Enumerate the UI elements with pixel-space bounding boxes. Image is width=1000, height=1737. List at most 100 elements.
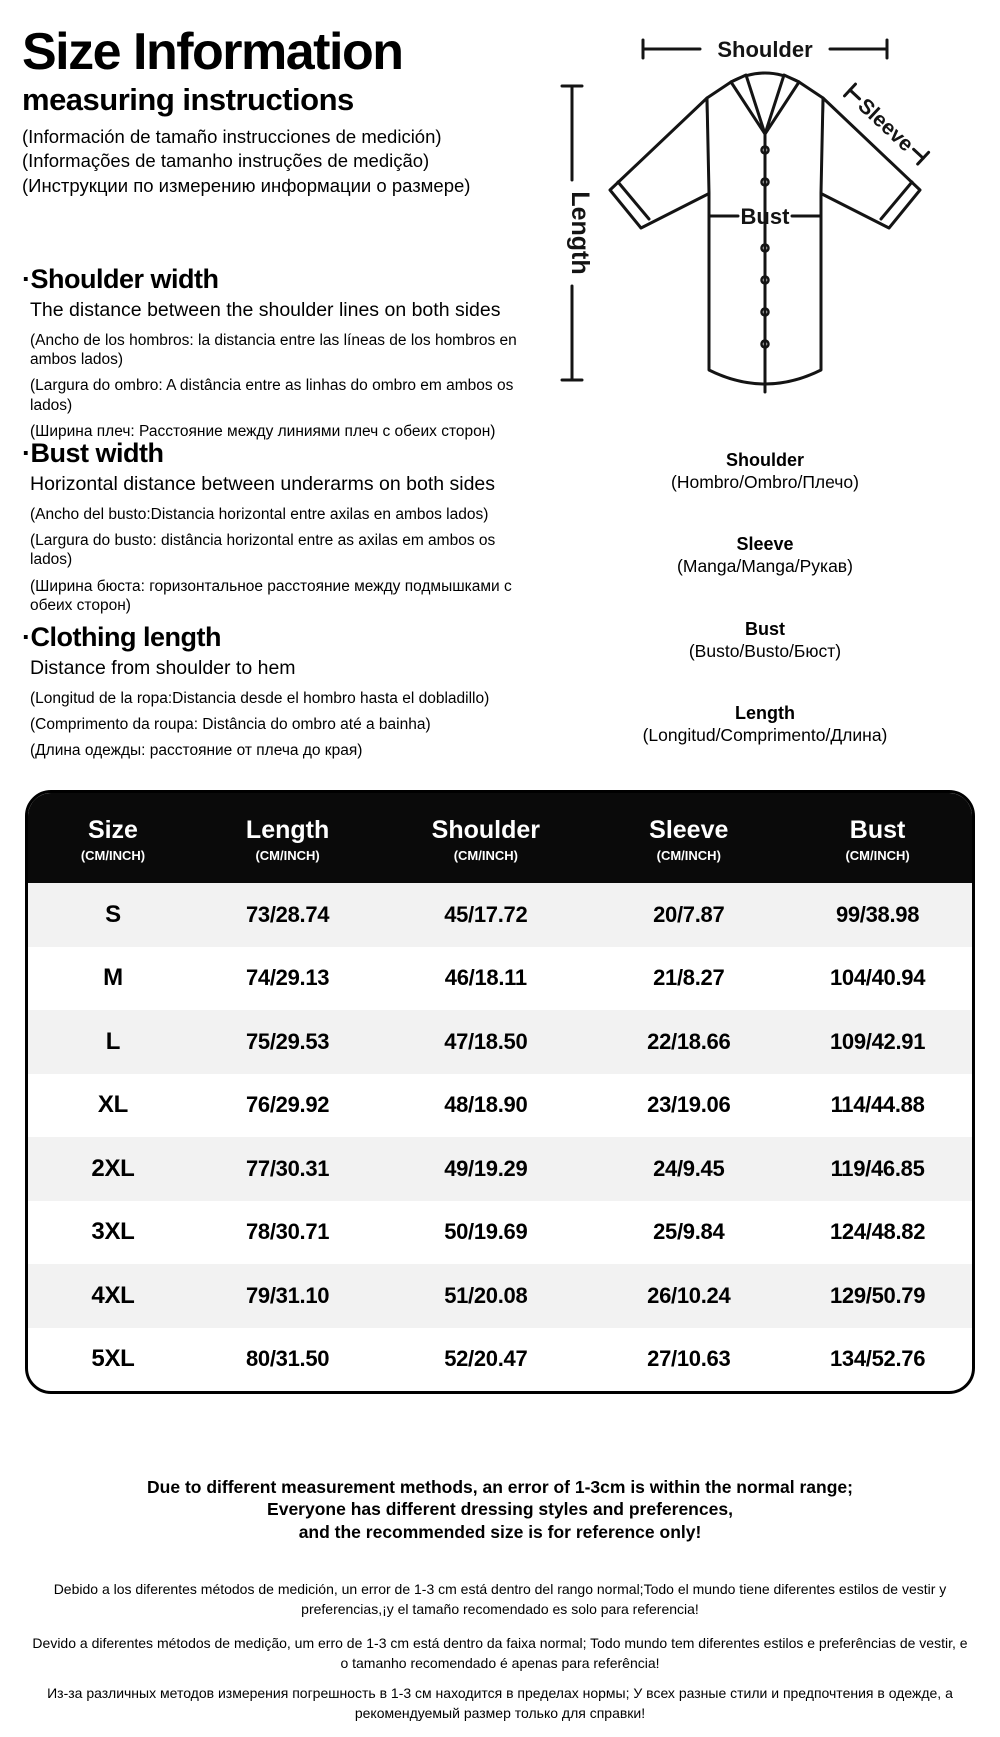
section-shoulder-width: ·Shoulder width The distance between the… <box>22 264 530 448</box>
length-measure-line: Length <box>560 84 594 382</box>
cell-shoulder: 48/18.90 <box>444 1092 528 1118</box>
cell-size: L <box>105 1027 121 1055</box>
size-table-header: Size (CM/INCH) Length (CM/INCH) Shoulder… <box>28 793 972 883</box>
cell-shoulder: 50/19.69 <box>444 1219 528 1245</box>
cell-size: 4XL <box>91 1281 135 1309</box>
section-description: Horizontal distance between underarms on… <box>30 473 496 495</box>
cell-shoulder: 45/17.72 <box>444 901 528 927</box>
column-header-size: Size (CM/INCH) <box>80 815 146 863</box>
legend-translation: (Busto/Busto/Бюст) <box>688 640 842 661</box>
cell-bust: 129/50.79 <box>829 1282 926 1308</box>
intro-block: Size Information measuring instructions … <box>22 23 527 198</box>
cell-length: 75/29.53 <box>245 1028 330 1054</box>
legend-term: Sleeve <box>736 534 794 555</box>
disclaimer-en-line1: Due to different measurement methods, an… <box>147 1477 853 1497</box>
column-header-length: Length (CM/INCH) <box>245 815 330 863</box>
shoulder-measure-line: Shoulder <box>641 37 889 62</box>
cell-sleeve: 24/9.45 <box>653 1155 725 1181</box>
cell-shoulder: 52/20.47 <box>444 1346 528 1372</box>
disclaimer-spanish: Debido a los diferentes métodos de medic… <box>53 1581 947 1617</box>
column-header-sleeve: Sleeve (CM/INCH) <box>649 815 729 863</box>
cell-bust: 119/46.85 <box>830 1155 925 1181</box>
cell-shoulder: 51/20.08 <box>444 1282 528 1308</box>
translation-es: (Ancho del busto:Distancia horizontal en… <box>30 506 489 523</box>
table-row-s: S 73/28.74 45/17.72 20/7.87 99/38.98 <box>28 883 972 947</box>
subtitle-translation-es: (Información de tamaño instrucciones de … <box>22 126 442 148</box>
disclaimer-english: Due to different measurement methods, an… <box>0 1476 1000 1543</box>
legend-item-bust: Bust (Busto/Busto/Бюст) <box>540 619 990 662</box>
cell-sleeve: 20/7.87 <box>653 901 725 927</box>
column-header-bust: Bust (CM/INCH) <box>845 815 910 863</box>
shirt-measurement-diagram: Shoulder <box>540 28 990 788</box>
translation-pt: (Comprimento da roupa: Distância do ombr… <box>30 716 431 734</box>
translation-pt: (Largura do busto: distância horizontal … <box>30 532 496 569</box>
legend-term: Bust <box>745 618 785 639</box>
cell-size: 2XL <box>91 1154 135 1182</box>
cell-sleeve: 26/10.24 <box>647 1282 731 1308</box>
subtitle-translations: (Información de tamaño instrucciones de … <box>22 125 527 198</box>
section-description: The distance between the shoulder lines … <box>30 299 501 321</box>
size-table-body: S 73/28.74 45/17.72 20/7.87 99/38.98 M 7… <box>28 883 972 1391</box>
section-translations: (Ancho del busto:Distancia horizontal en… <box>30 505 530 615</box>
legend-item-sleeve: Sleeve (Manga/Manga/Рукав) <box>540 534 990 577</box>
section-heading: ·Bust width <box>22 438 164 468</box>
section-description: Distance from shoulder to hem <box>30 657 296 679</box>
translation-ru: (Длина одежды: расстояние от плеча до кр… <box>30 742 363 760</box>
translation-pt: (Largura do ombro: A distância entre as … <box>30 377 514 414</box>
cell-bust: 104/40.94 <box>829 965 926 991</box>
disclaimer-portuguese: Devido a diferentes métodos de medição, … <box>32 1635 968 1671</box>
cell-shoulder: 47/18.50 <box>444 1028 528 1054</box>
table-row-l: L 75/29.53 47/18.50 22/18.66 109/42.91 <box>28 1010 972 1074</box>
section-bust-width: ·Bust width Horizontal distance between … <box>22 438 530 622</box>
table-row-2xl: 2XL 77/30.31 49/19.29 24/9.45 119/46.85 <box>28 1137 972 1201</box>
cell-sleeve: 22/18.66 <box>647 1028 731 1054</box>
disclaimer-russian: Из-за различных методов измерения погреш… <box>47 1685 953 1721</box>
cell-bust: 99/38.98 <box>835 901 920 927</box>
page-subtitle: measuring instructions <box>22 82 354 118</box>
legend-term: Length <box>735 703 795 724</box>
cell-sleeve: 27/10.63 <box>647 1346 731 1372</box>
cell-sleeve: 21/8.27 <box>653 965 725 991</box>
shoulder-diagram-label: Shoulder <box>717 37 813 62</box>
shirt-collar <box>729 71 801 136</box>
subtitle-translation-pt: (Informações de tamanho instruções de me… <box>22 150 430 172</box>
legend-item-shoulder: Shoulder (Hombro/Ombro/Плечо) <box>540 450 990 493</box>
section-translations: (Ancho de los hombros: la distancia entr… <box>30 331 530 441</box>
cell-size: 3XL <box>91 1218 135 1246</box>
cell-length: 77/30.31 <box>245 1155 330 1181</box>
shirt-diagram-svg: Shoulder <box>560 37 931 394</box>
legend-term: Shoulder <box>725 450 804 470</box>
cell-size: XL <box>97 1091 128 1119</box>
cell-length: 78/30.71 <box>245 1219 330 1245</box>
cell-bust: 114/44.88 <box>830 1092 925 1118</box>
bust-diagram-label: Bust <box>741 204 791 229</box>
table-row-4xl: 4XL 79/31.10 51/20.08 26/10.24 129/50.79 <box>28 1264 972 1328</box>
translation-ru: (Ширина плеч: Расстояние между линиями п… <box>30 422 496 440</box>
translation-ru: (Ширина бюста: горизонтальное расстояние… <box>30 577 512 614</box>
subtitle-translation-ru: (Инструкции по измерению информации о ра… <box>22 174 471 196</box>
section-heading: ·Shoulder width <box>22 264 219 294</box>
size-table: Size (CM/INCH) Length (CM/INCH) Shoulder… <box>25 790 975 1394</box>
diagram-legend: Shoulder (Hombro/Ombro/Плечо) Sleeve (Ma… <box>540 450 990 747</box>
section-clothing-length: ·Clothing length Distance from shoulder … <box>22 622 530 768</box>
disclaimer-en-line2: Everyone has different dressing styles a… <box>267 1499 733 1520</box>
legend-item-length: Length (Longitud/Comprimento/Длина) <box>540 703 990 746</box>
cell-length: 79/31.10 <box>245 1282 330 1308</box>
shirt-button-placket <box>760 132 770 394</box>
cell-sleeve: 25/9.84 <box>653 1219 725 1245</box>
cell-size: M <box>103 964 123 992</box>
cell-length: 73/28.74 <box>245 901 330 927</box>
table-row-m: M 74/29.13 46/18.11 21/8.27 104/40.94 <box>28 947 972 1011</box>
table-row-xl: XL 76/29.92 48/18.90 23/19.06 114/44.88 <box>28 1074 972 1138</box>
shirt-left-sleeve <box>608 96 712 230</box>
cell-sleeve: 23/19.06 <box>647 1092 731 1118</box>
page-title: Size Information <box>22 23 404 81</box>
translation-es: (Longitud de la ropa:Distancia desde el … <box>30 690 490 707</box>
section-heading: ·Clothing length <box>22 622 221 652</box>
section-translations: (Longitud de la ropa:Distancia desde el … <box>30 689 530 761</box>
table-row-5xl: 5XL 80/31.50 52/20.47 27/10.63 134/52.76 <box>28 1328 972 1392</box>
translation-es: (Ancho de los hombros: la distancia entr… <box>30 332 517 369</box>
cell-bust: 109/42.91 <box>829 1028 926 1054</box>
disclaimer-en-line3: and the recommended size is for referenc… <box>298 1521 702 1542</box>
